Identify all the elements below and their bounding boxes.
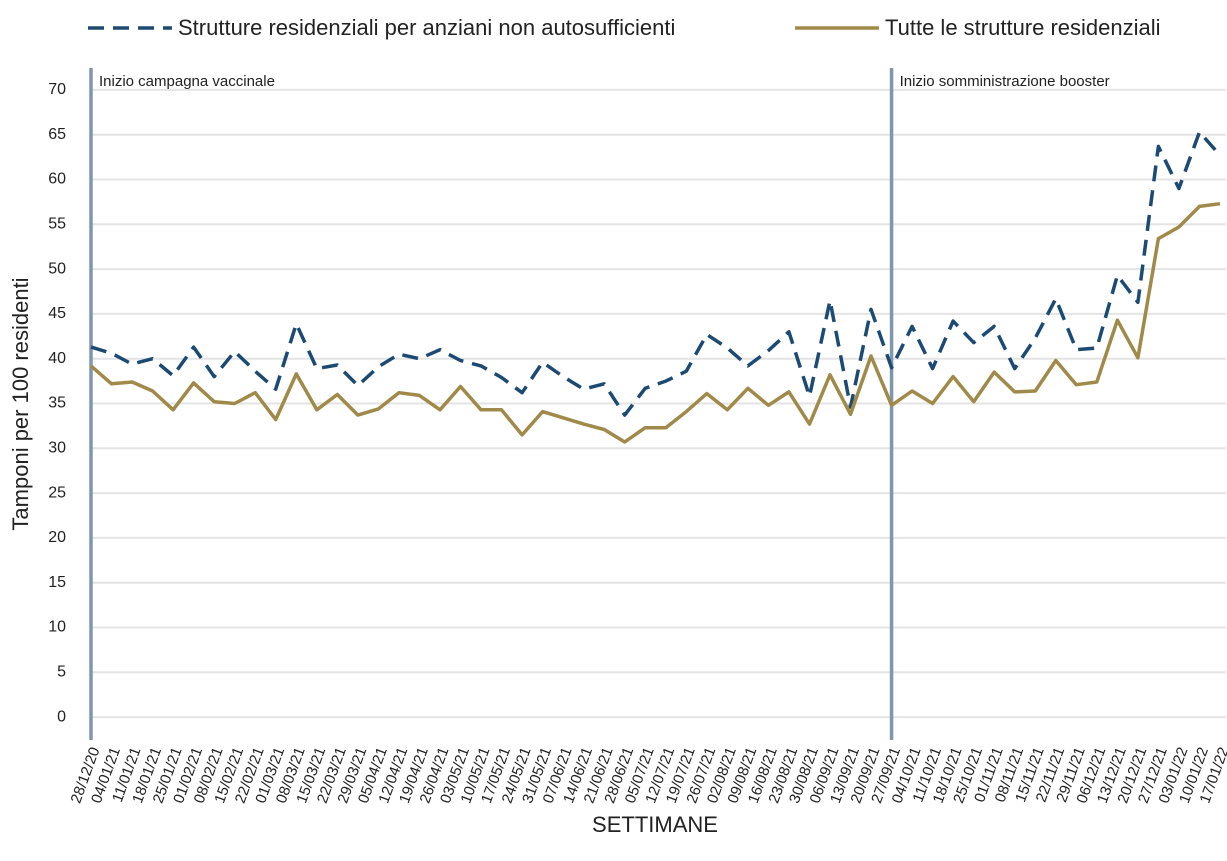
y-tick-label: 20 — [48, 529, 66, 546]
y-tick-label: 40 — [48, 350, 66, 367]
y-tick-label: 25 — [48, 484, 66, 501]
y-tick-label: 30 — [48, 440, 66, 457]
y-tick-label: 45 — [48, 305, 66, 322]
legend-label: Strutture residenziali per anziani non a… — [178, 15, 675, 40]
y-tick-label: 60 — [48, 171, 66, 188]
y-tick-label: 10 — [48, 619, 66, 636]
y-tick-label: 5 — [57, 664, 66, 681]
y-tick-label: 0 — [57, 708, 66, 725]
y-tick-label: 50 — [48, 260, 66, 277]
y-axis-title: Tamponi per 100 residenti — [8, 277, 33, 530]
annotation: Inizio somministrazione booster — [900, 73, 1110, 90]
y-tick-label: 70 — [48, 81, 66, 98]
annotation: Inizio campagna vaccinale — [99, 73, 275, 90]
y-tick-label: 15 — [48, 574, 66, 591]
y-tick-label: 65 — [48, 126, 66, 143]
x-axis-title: SETTIMANE — [592, 812, 718, 837]
y-tick-label: 55 — [48, 216, 66, 233]
series-line — [90, 130, 1222, 417]
legend-label: Tutte le strutture residenziali — [885, 15, 1161, 40]
y-tick-label: 35 — [48, 395, 66, 412]
series-line — [89, 201, 1221, 444]
